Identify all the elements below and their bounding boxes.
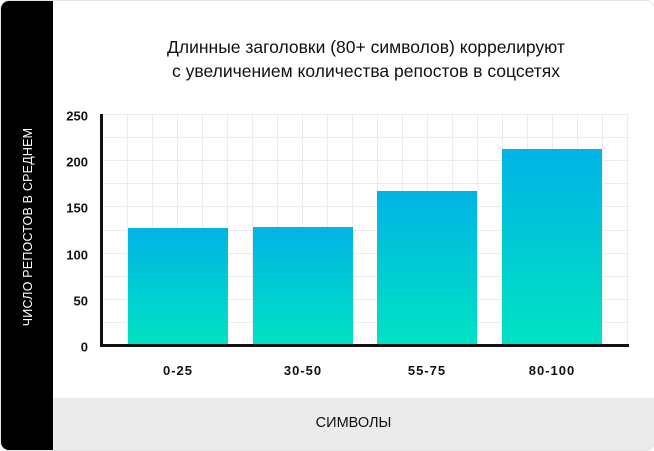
gridline-vertical [127,114,128,345]
gridline-horizontal [102,183,629,185]
bar-80-100 [502,149,602,345]
gridline-vertical [627,114,628,345]
gridline-horizontal [102,252,629,254]
gridline-horizontal [102,275,629,277]
gridline-horizontal [102,321,629,323]
gridline-horizontal [102,229,629,231]
gridline-horizontal [102,298,629,300]
chart-title-line-1: Длинные заголовки (80+ символов) коррели… [167,37,565,57]
gridline-horizontal [102,114,629,115]
bar-55-75 [377,190,477,345]
y-axis-label-band: ЧИСЛО РЕПОСТОВ В СРЕДНЕМ [1,1,53,450]
x-tick-label: 80-100 [528,363,576,378]
gridline-vertical [477,114,478,345]
gridline-horizontal [102,206,629,208]
y-tick-label: 50 [73,293,88,309]
x-tick-label: 30-50 [283,363,323,378]
gridline-horizontal [102,137,629,139]
y-tick-label: 200 [66,154,88,170]
x-axis-line [100,344,629,347]
x-tick-label: 0-25 [162,363,194,378]
plot-area [102,114,629,346]
y-tick-label: 0 [80,339,88,355]
chart-title: Длинные заголовки (80+ символов) коррели… [101,35,631,83]
gridline-horizontal [102,160,629,162]
y-tick-label: 250 [66,108,88,124]
gridline-vertical [252,114,253,345]
bar-0-25 [128,227,228,345]
y-tick-label: 100 [66,247,88,263]
x-axis-label: СИМВОЛЫ [315,415,392,431]
y-axis-line [100,114,103,347]
x-tick-label: 55-75 [407,363,447,378]
gridline-vertical [602,114,603,345]
chart-title-line-2: с увеличением количества репостов в соцс… [172,61,560,81]
x-axis-label-band: СИМВОЛЫ [53,398,654,450]
y-axis-label: ЧИСЛО РЕПОСТОВ В СРЕДНЕМ [21,127,35,327]
bar-30-50 [253,226,353,345]
y-tick-label: 150 [66,200,88,216]
